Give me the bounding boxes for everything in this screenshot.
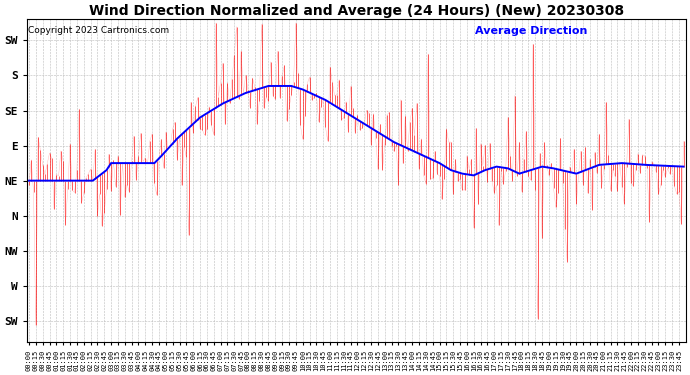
Text: Average Direction: Average Direction [475,26,587,36]
Text: Copyright 2023 Cartronics.com: Copyright 2023 Cartronics.com [28,26,169,35]
Title: Wind Direction Normalized and Average (24 Hours) (New) 20230308: Wind Direction Normalized and Average (2… [89,4,624,18]
